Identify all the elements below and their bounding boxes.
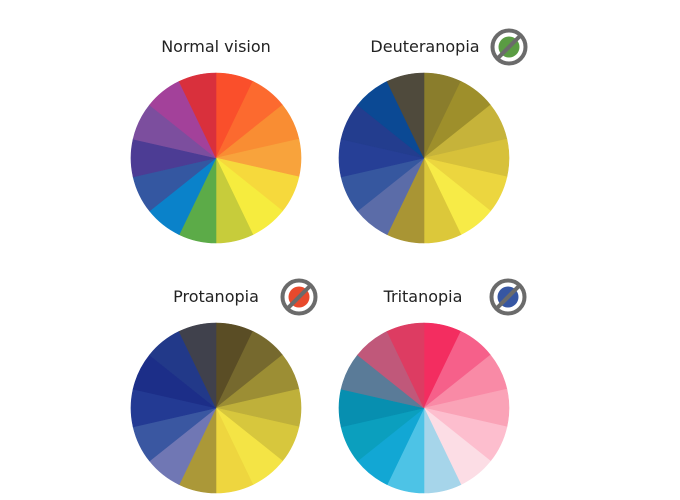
badge-ring	[489, 278, 527, 316]
wheel-title-tritanopia: Tritanopia	[383, 287, 463, 306]
badge-ring	[280, 278, 318, 316]
color-wheel-tritanopia	[338, 322, 510, 494]
wheel-panel-deuteranopia: Deuteranopia	[338, 28, 528, 244]
wheel-slice	[386, 322, 425, 409]
color-wheel-normal	[130, 72, 302, 244]
wheel-slice	[178, 72, 217, 159]
wheel-panel-normal: Normal vision	[130, 37, 302, 244]
deuteranopia-no-green-icon	[490, 28, 528, 66]
wheel-panel-protanopia: Protanopia	[130, 278, 318, 494]
tritanopia-no-blue-icon	[489, 278, 527, 316]
color-wheel-protanopia	[130, 322, 302, 494]
badge-slash	[494, 283, 522, 311]
color-wheel-deuteranopia	[338, 72, 510, 244]
badge-slash	[285, 283, 313, 311]
protanopia-no-red-icon	[280, 278, 318, 316]
wheel-title-deuteranopia: Deuteranopia	[370, 37, 479, 56]
wheel-slice	[178, 322, 217, 409]
wheel-title-protanopia: Protanopia	[173, 287, 259, 306]
badge-slash	[495, 33, 523, 61]
wheel-slice	[386, 72, 425, 159]
wheel-panel-tritanopia: Tritanopia	[338, 278, 527, 494]
wheel-title-normal: Normal vision	[161, 37, 271, 56]
badge-ring	[490, 28, 528, 66]
